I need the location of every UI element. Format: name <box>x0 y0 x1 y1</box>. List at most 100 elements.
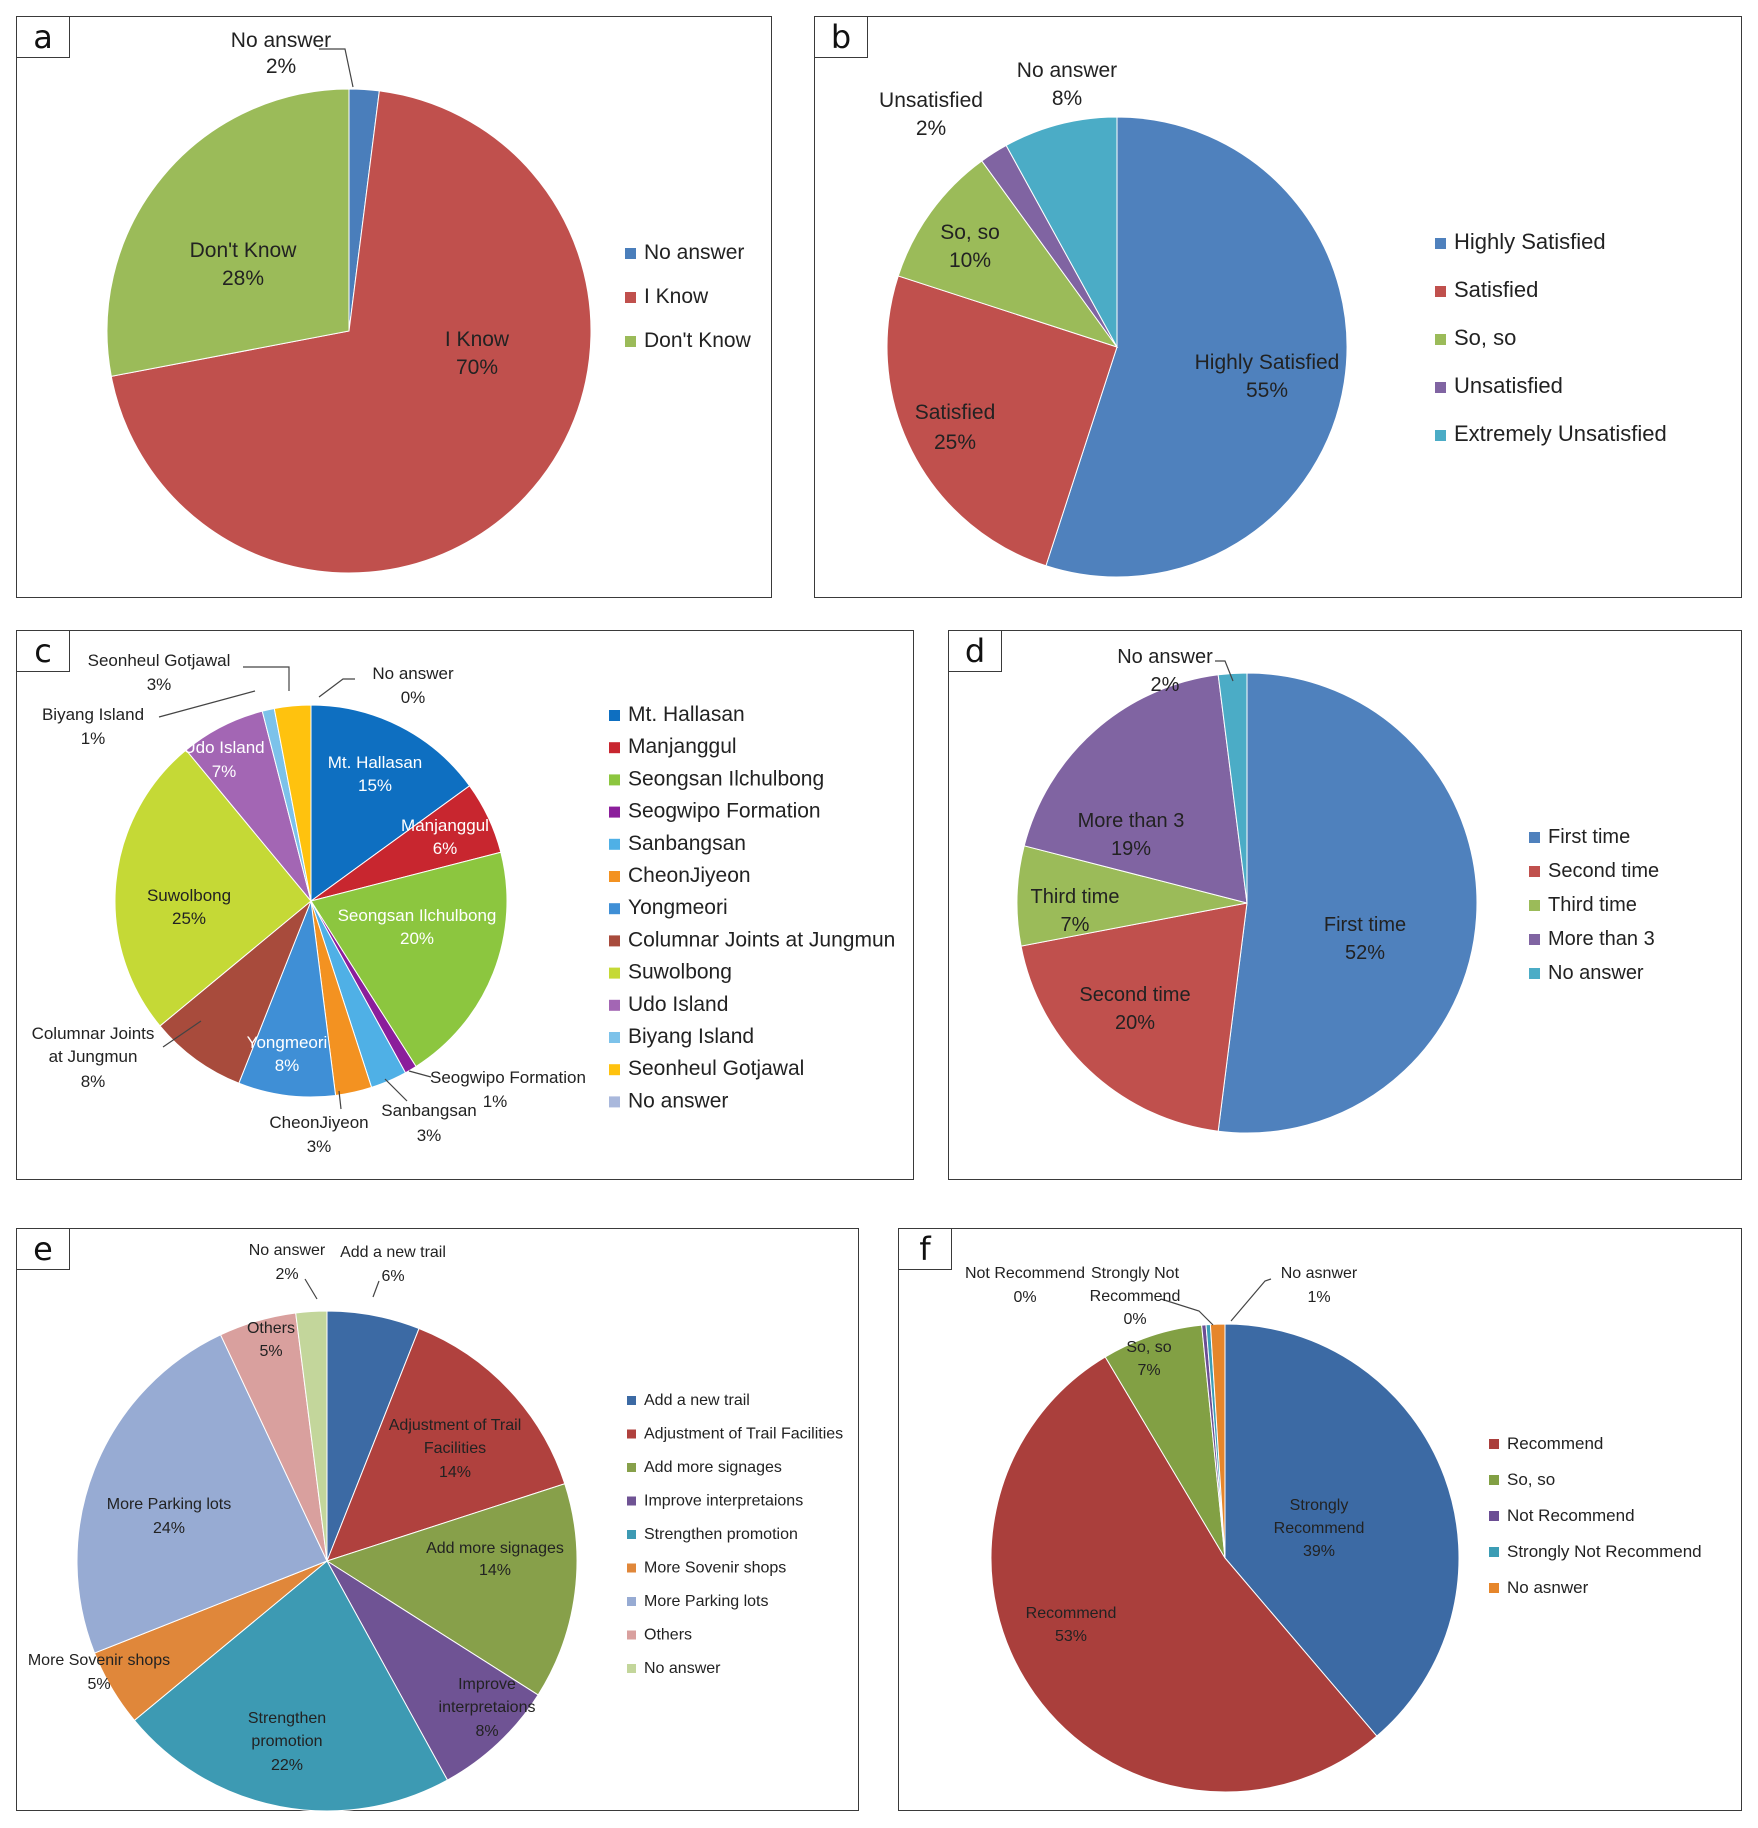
legend-entry-columnar-joints-at-jungmun: Columnar Joints at Jungmun <box>628 928 895 951</box>
slice-percent: 25% <box>172 909 206 928</box>
slice-percent: 1% <box>483 1092 508 1111</box>
slice-label: Columnar Joints <box>32 1024 155 1043</box>
slice-label: Recommend <box>1090 1288 1181 1305</box>
legend-swatch <box>1489 1583 1499 1593</box>
legend-swatch <box>1435 286 1446 297</box>
legend-entry-others: Others <box>644 1627 692 1644</box>
slice-percent: 8% <box>1052 87 1082 110</box>
slice-percent: 24% <box>153 1520 185 1537</box>
slice-percent: 25% <box>934 431 976 454</box>
legend-swatch <box>627 1429 636 1439</box>
leader-line <box>1230 1278 1272 1322</box>
leader-line <box>304 1278 318 1300</box>
legend-entry-cheonjiyeon: CheonJiyeon <box>628 864 751 887</box>
pie-slice-suwolbong <box>114 749 312 1027</box>
slice-label: So, so <box>940 221 1000 244</box>
pie-slice-don-t-know <box>106 88 350 377</box>
slice-percent: 22% <box>271 1757 303 1774</box>
pie-chart-f: Strongly Recommend 39% Recommend 53% So, so 7%… <box>965 1265 1702 1793</box>
slice-label: Manjanggul <box>401 816 489 835</box>
slice-label: Satisfied <box>915 401 996 424</box>
pie-slice-no-answer <box>295 1310 328 1562</box>
slice-percent: 8% <box>81 1072 106 1091</box>
legend-entry-seonheul-gotjawal: Seonheul Gotjawal <box>628 1057 804 1080</box>
legend-entry-first-time: First time <box>1548 826 1630 848</box>
legend-entry-strengthen-promotion: Strengthen promotion <box>644 1526 798 1543</box>
slice-label: No answer <box>1017 59 1117 82</box>
legend-swatch <box>627 1664 636 1673</box>
panel-e: e Add a new trail 6% Adjustment of Trail Fa… <box>16 1228 859 1812</box>
slice-percent: 14% <box>439 1464 471 1481</box>
legend-entry-yongmeori: Yongmeori <box>628 896 728 919</box>
legend-swatch <box>625 292 636 303</box>
pie-slice-so-so <box>1104 1324 1226 1559</box>
legend-entry-more-than-3: More than 3 <box>1548 928 1655 950</box>
legend-entry-third-time: Third time <box>1548 894 1637 916</box>
slice-label: Not Recommend <box>965 1265 1085 1282</box>
legend-swatch <box>609 903 620 915</box>
pie-slice-strongly-recommend <box>1224 1323 1460 1737</box>
leader-line <box>1215 660 1234 682</box>
legend-swatch <box>609 1064 620 1076</box>
slice-percent: 10% <box>949 249 991 272</box>
legend-entry-so-so: So, so <box>1507 1470 1555 1489</box>
slice-percent: 2% <box>1151 674 1180 696</box>
legend-swatch <box>1435 382 1446 393</box>
pie-slice-no-asnwer <box>1209 1323 1226 1559</box>
slice-percent: 3% <box>307 1137 332 1156</box>
panel-letter: b <box>815 17 868 58</box>
legend-entry-no-answer: No answer <box>628 1089 728 1112</box>
slice-label: Adjustment of Trail <box>389 1417 522 1434</box>
leader-line <box>318 678 355 698</box>
legend-swatch <box>1529 900 1540 911</box>
legend-entry-no-answer: No answer <box>644 241 744 264</box>
slice-percent: 39% <box>1303 1543 1335 1560</box>
legend-entry-not-recommend: Not Recommend <box>1507 1506 1635 1525</box>
leader-line <box>372 1280 380 1298</box>
slice-percent: 1% <box>1307 1289 1330 1306</box>
slice-label: No answer <box>372 664 454 683</box>
panel-b: b Highly Satisfied 55% Satisfied 25% So, so 1… <box>814 16 1742 598</box>
legend-swatch <box>1529 968 1540 979</box>
legend-entry-no-answer: No answer <box>1548 962 1644 984</box>
slice-label: Third time <box>1031 886 1120 908</box>
legend-swatch <box>1489 1547 1499 1557</box>
leader-line <box>384 1078 408 1102</box>
slice-label: Highly Satisfied <box>1195 351 1340 374</box>
slice-label: Others <box>247 1320 295 1337</box>
slice-label: Recommend <box>1274 1520 1365 1537</box>
legend-swatch <box>627 1630 636 1640</box>
panel-letter: c <box>17 631 70 672</box>
legend-entry-biyang-island: Biyang Island <box>628 1025 754 1048</box>
slice-percent: 2% <box>275 1266 298 1283</box>
legend-swatch <box>1529 934 1540 945</box>
pie-slice-recommend <box>990 1356 1378 1793</box>
panel-letter: a <box>17 17 70 58</box>
legend-swatch <box>609 935 620 947</box>
leader-line <box>319 48 354 88</box>
slice-label: Strongly Not <box>1091 1265 1180 1282</box>
slice-label: Improve <box>458 1676 516 1693</box>
slice-percent: 20% <box>1115 1012 1155 1034</box>
slice-percent: 19% <box>1111 838 1151 860</box>
legend-swatch <box>609 806 620 818</box>
slice-percent: 2% <box>266 55 296 78</box>
legend-entry-add-a-new-trail: Add a new trail <box>644 1392 750 1409</box>
panel-c: c Mt. Hallasan 15% Manjanggul 6% Seongsan Il… <box>16 630 914 1180</box>
slice-percent: 7% <box>1137 1362 1160 1379</box>
legend-entry-highly-satisfied: Highly Satisfied <box>1454 229 1606 254</box>
legend-entry-udo-island: Udo Island <box>628 993 728 1016</box>
slice-percent: 7% <box>212 762 237 781</box>
slice-label: Sanbangsan <box>381 1101 476 1120</box>
legend-swatch <box>609 838 620 850</box>
slice-label: promotion <box>251 1733 322 1750</box>
legend-swatch <box>609 967 620 979</box>
pie-slice-highly-satisfied <box>1045 116 1348 578</box>
panel-d: d First time 52% Second time 20% Third time 7… <box>948 630 1742 1180</box>
slice-label: Suwolbong <box>147 886 231 905</box>
legend-swatch <box>1435 334 1446 345</box>
slice-percent: 52% <box>1345 942 1385 964</box>
panel-a: a No answer 2% I Know 70% Don't Know 28% No an… <box>16 16 772 598</box>
legend-entry-improve-interpretaions: Improve interpretaions <box>644 1493 803 1510</box>
slice-percent: 28% <box>222 267 264 290</box>
